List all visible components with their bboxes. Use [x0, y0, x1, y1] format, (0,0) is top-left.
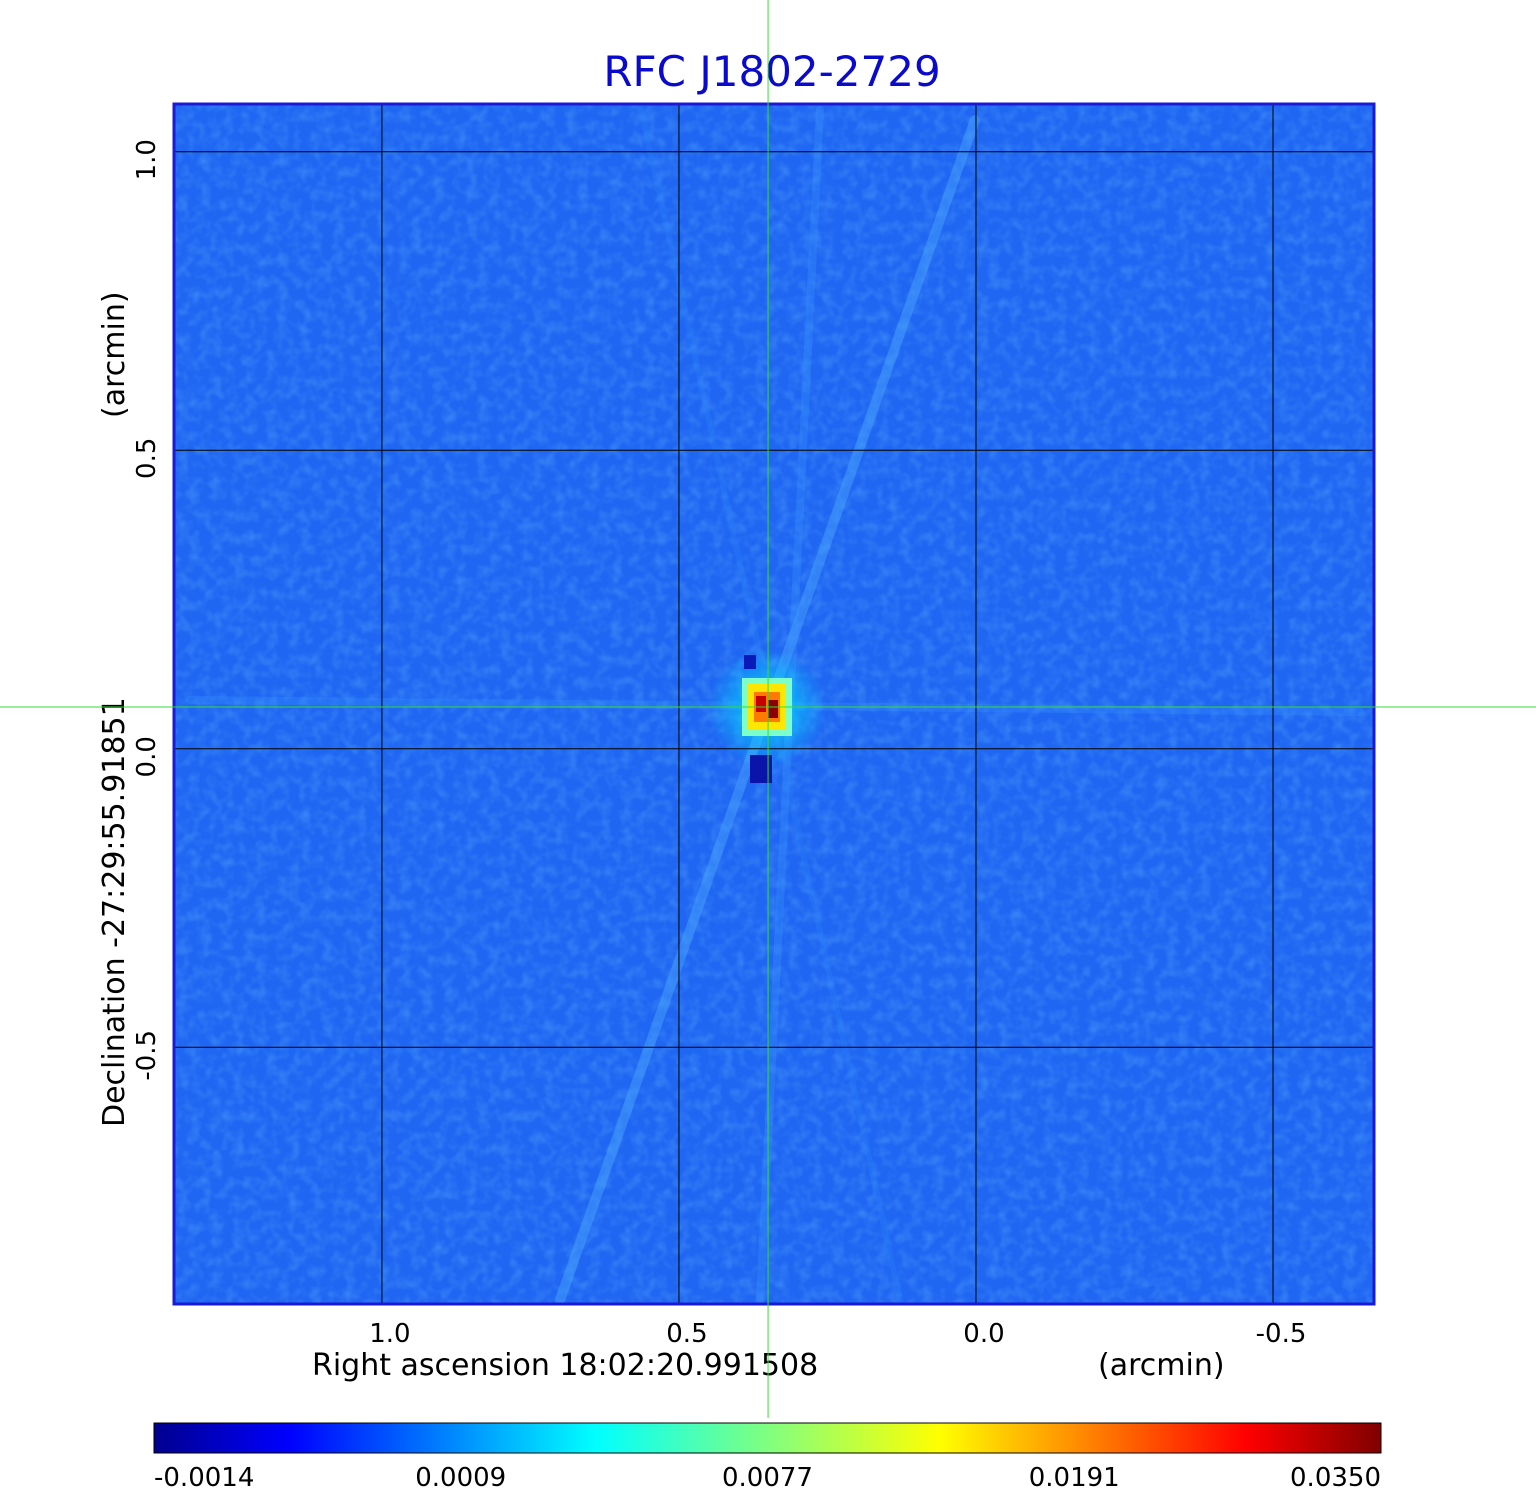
crosshair — [0, 0, 1536, 1418]
negative-lobe-top — [744, 655, 756, 669]
colorbar-tick-labels: -0.0014 0.0009 0.0077 0.0191 0.0350 — [154, 1463, 1381, 1493]
y-tick-label: 1.0 — [132, 139, 162, 180]
x-tick-label: 0.5 — [666, 1319, 707, 1349]
x-tick-label: 0.0 — [963, 1319, 1004, 1349]
image-panel — [174, 104, 1374, 1304]
x-axis-label: Right ascension 18:02:20.991508 — [312, 1348, 818, 1383]
y-axis-label: Declination -27:29:55.91851 — [97, 697, 132, 1127]
colorbar-gradient — [153, 1422, 1382, 1454]
colorbar: -0.0014 0.0009 0.0077 0.0191 0.0350 — [153, 1422, 1382, 1493]
colorbar-tick-label: 0.0350 — [1290, 1463, 1381, 1493]
y-tick-labels: 1.0 0.5 0.0 -0.5 — [132, 139, 162, 1081]
y-axis-unit: (arcmin) — [97, 291, 132, 418]
colorbar-tick-label: -0.0014 — [154, 1463, 254, 1493]
x-axis-unit: (arcmin) — [1098, 1348, 1225, 1383]
image-frame — [172, 102, 1376, 1306]
y-tick-label: 0.5 — [132, 438, 162, 479]
y-tick-label: 0.0 — [132, 736, 162, 777]
x-tick-label: 1.0 — [369, 1319, 410, 1349]
x-tick-labels: 1.0 0.5 0.0 -0.5 — [369, 1319, 1306, 1349]
y-tick-label: -0.5 — [132, 1030, 162, 1081]
colorbar-tick-label: 0.0077 — [722, 1463, 813, 1493]
coordinate-grid — [174, 104, 1374, 1304]
plot-title: RFC J1802-2729 — [603, 47, 940, 96]
source-peak-2 — [768, 700, 778, 718]
colorbar-tick-label: 0.0191 — [1029, 1463, 1120, 1493]
source-peak-1 — [756, 696, 766, 712]
colorbar-tick-label: 0.0009 — [415, 1463, 506, 1493]
negative-lobe-bottom — [750, 755, 772, 783]
x-tick-label: -0.5 — [1256, 1319, 1307, 1349]
